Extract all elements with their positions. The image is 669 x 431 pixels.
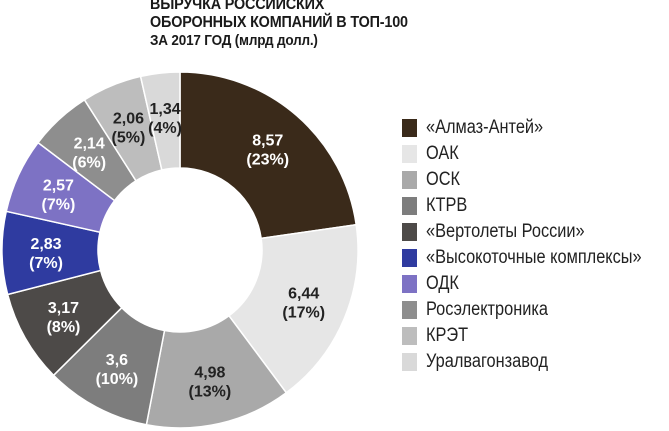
legend-swatch [402, 223, 417, 241]
slice-value-label: 2,14 [74, 135, 105, 152]
donut-slice [227, 223, 359, 394]
slice-value-label: 8,57 [252, 133, 283, 150]
legend-item: КРЭТ [402, 323, 669, 349]
slice-value-label: 2,06 [113, 110, 144, 127]
legend-swatch [402, 145, 417, 163]
legend-item: «Алмаз-Антей» [402, 115, 669, 141]
legend-label: Уралвагонзавод [426, 351, 548, 372]
slice-value-label: 3,6 [106, 352, 128, 369]
legend-item: КТРВ [402, 193, 669, 219]
slice-percent-label: (5%) [112, 129, 146, 146]
legend-item: ОАК [402, 141, 669, 167]
slice-value-label: 2,83 [30, 236, 61, 253]
slice-percent-label: (17%) [282, 304, 325, 321]
legend-item: «Вертолеты России» [402, 219, 669, 245]
legend-swatch [402, 119, 417, 137]
legend-item: Уралвагонзавод [402, 349, 669, 375]
legend-item: ОДК [402, 271, 669, 297]
legend-label: «Высокоточные комплексы» [426, 247, 642, 268]
legend-item: «Высокоточные комплексы» [402, 245, 669, 271]
legend-label: Росэлектроника [426, 299, 548, 320]
slice-value-label: 1,34 [149, 101, 180, 118]
slice-percent-label: (6%) [72, 154, 106, 171]
legend-label: ОАК [426, 143, 459, 164]
slice-percent-label: (7%) [41, 197, 75, 214]
slice-percent-label: (10%) [96, 371, 139, 388]
legend-label: «Вертолеты России» [426, 221, 585, 242]
slice-value-label: 6,44 [288, 285, 319, 302]
legend-label: КТРВ [426, 195, 468, 216]
slice-value-label: 4,98 [194, 365, 225, 382]
slice-value-label: 3,17 [48, 300, 79, 317]
slice-percent-label: (7%) [29, 255, 63, 272]
donut-slice [179, 71, 358, 240]
legend-swatch [402, 249, 417, 267]
legend-label: ОСК [426, 169, 461, 190]
legend-swatch [402, 301, 417, 319]
chart-title-line-1: ВЫРУЧКА РОССИЙСКИХ [150, 0, 325, 13]
legend-swatch [402, 327, 417, 345]
legend-swatch [402, 197, 417, 215]
slice-percent-label: (8%) [47, 319, 81, 336]
chart-title: ВЫРУЧКА РОССИЙСКИХ ОБОРОННЫХ КОМПАНИЙ В … [150, 0, 408, 50]
legend-item: ОСК [402, 167, 669, 193]
chart-title-line-3: ЗА 2017 ГОД (млрд долл.) [150, 32, 318, 49]
slice-percent-label: (23%) [246, 152, 289, 169]
legend-label: «Алмаз-Антей» [426, 117, 544, 138]
legend-label: ОДК [426, 273, 459, 294]
chart-legend: «Алмаз-Антей» ОАК ОСК КТРВ «Вертолеты Ро… [402, 115, 669, 375]
slice-percent-label: (4%) [148, 120, 182, 137]
legend-swatch [402, 171, 417, 189]
legend-item: Росэлектроника [402, 297, 669, 323]
legend-swatch [402, 275, 417, 293]
legend-swatch [402, 353, 417, 371]
legend-label: КРЭТ [426, 325, 469, 346]
slice-percent-label: (13%) [189, 384, 232, 401]
donut-slice [139, 71, 181, 171]
chart-title-line-2: ОБОРОННЫХ КОМПАНИЙ В ТОП-100 [150, 14, 408, 31]
slice-value-label: 2,57 [43, 178, 74, 195]
